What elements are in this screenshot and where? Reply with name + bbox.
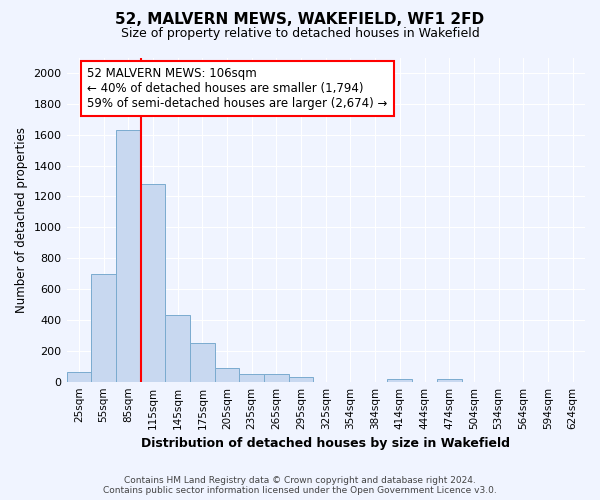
- Bar: [388, 378, 412, 382]
- Bar: [165, 314, 190, 382]
- Bar: [239, 374, 264, 382]
- Text: Contains HM Land Registry data © Crown copyright and database right 2024.
Contai: Contains HM Land Registry data © Crown c…: [103, 476, 497, 495]
- Text: Size of property relative to detached houses in Wakefield: Size of property relative to detached ho…: [121, 28, 479, 40]
- Bar: [289, 377, 313, 382]
- Y-axis label: Number of detached properties: Number of detached properties: [15, 126, 28, 312]
- Bar: [67, 372, 91, 382]
- Bar: [116, 130, 140, 382]
- Bar: [215, 368, 239, 382]
- Bar: [264, 374, 289, 382]
- Bar: [140, 184, 165, 382]
- Bar: [190, 343, 215, 382]
- Text: 52, MALVERN MEWS, WAKEFIELD, WF1 2FD: 52, MALVERN MEWS, WAKEFIELD, WF1 2FD: [115, 12, 485, 28]
- Bar: [91, 274, 116, 382]
- Text: 52 MALVERN MEWS: 106sqm
← 40% of detached houses are smaller (1,794)
59% of semi: 52 MALVERN MEWS: 106sqm ← 40% of detache…: [87, 67, 388, 110]
- X-axis label: Distribution of detached houses by size in Wakefield: Distribution of detached houses by size …: [141, 437, 510, 450]
- Bar: [437, 380, 461, 382]
